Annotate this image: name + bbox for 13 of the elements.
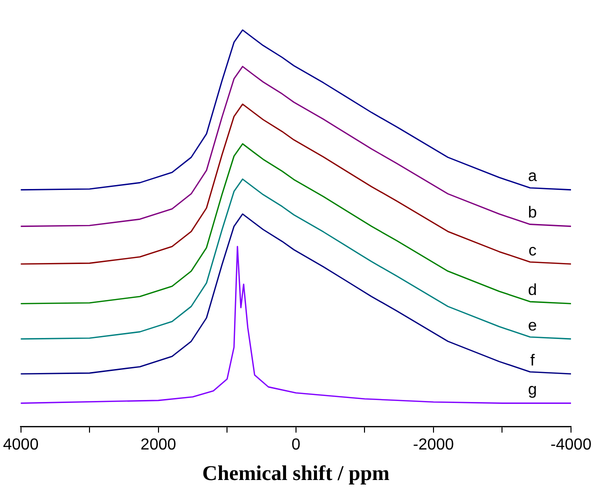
series-label: a <box>528 168 538 186</box>
series-label: e <box>528 317 538 334</box>
x-tick-label: 4000 <box>3 436 39 454</box>
x-tick-label: -2000 <box>412 436 454 454</box>
x-tick-label: 0 <box>291 436 300 454</box>
series-label: f <box>530 352 536 370</box>
x-axis-title: Chemical shift / ppm <box>202 460 390 485</box>
x-tick-label: -4000 <box>550 436 592 454</box>
series-label: c <box>528 242 536 260</box>
x-tick-label: 2000 <box>140 436 176 454</box>
series-label: d <box>528 282 537 300</box>
series-label: g <box>528 382 537 399</box>
series-label: b <box>528 204 538 222</box>
